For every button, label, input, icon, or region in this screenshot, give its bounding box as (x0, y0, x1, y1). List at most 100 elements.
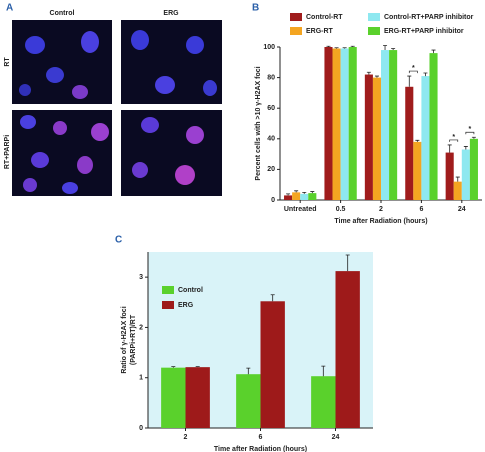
bar (389, 50, 398, 201)
x-tick-label: 2 (184, 434, 188, 441)
error-bar (334, 47, 339, 49)
legend-label: Control (178, 287, 203, 294)
bar (185, 367, 210, 428)
error-bar (415, 139, 420, 142)
row-label: RT (4, 57, 11, 67)
y-axis-label: Percent cells with >10 γ-H2AX foci (255, 66, 262, 180)
y-tick-label: 3 (139, 274, 143, 281)
error-bar (171, 366, 176, 368)
error-bar (286, 193, 291, 196)
bar (308, 193, 317, 200)
error-bar (310, 191, 315, 194)
error-bar (294, 190, 299, 193)
bar (429, 53, 438, 201)
bar (348, 47, 357, 200)
legend-swatch (290, 27, 302, 35)
row-label: RT+PARPi (4, 135, 11, 169)
panel-label: B (252, 3, 259, 14)
error-bar (423, 72, 428, 77)
bar (332, 48, 341, 200)
error-bar (431, 49, 436, 54)
y-axis-label: (PARPi+RT)/RT (130, 314, 137, 365)
legend-label: ERG (178, 302, 194, 309)
legend-label: ERG-RT (306, 28, 334, 35)
panel-label: C (115, 235, 122, 246)
bar (372, 77, 381, 200)
bar (300, 193, 309, 200)
bar (413, 141, 422, 200)
y-tick-label: 2 (139, 324, 143, 331)
column-label: ERG (163, 10, 179, 17)
bar (161, 367, 186, 428)
error-bar (374, 75, 379, 78)
error-bar (407, 75, 412, 87)
error-bar (447, 144, 452, 153)
error-bar (195, 366, 200, 368)
bar (421, 76, 430, 200)
x-tick-label: 2 (379, 206, 383, 213)
error-bar (321, 365, 326, 377)
error-bar (391, 48, 396, 51)
significance-bracket (465, 131, 475, 135)
bar (445, 152, 454, 200)
micrograph (12, 110, 112, 196)
legend-label: ERG-RT+PARP inhibitor (384, 28, 464, 35)
error-bar (350, 45, 355, 47)
significance-bracket (449, 139, 459, 142)
bar (335, 271, 360, 428)
legend-swatch (368, 13, 380, 21)
bar (340, 48, 349, 200)
micrograph (12, 20, 112, 104)
error-bar (455, 176, 460, 182)
error-bar (326, 45, 331, 47)
bar (381, 50, 390, 201)
error-bar (463, 146, 468, 150)
bar (453, 181, 462, 200)
bar (292, 192, 301, 200)
x-tick-label: 24 (458, 206, 466, 213)
y-axis-label: Ratio of γ-H2AX foci (121, 306, 128, 373)
x-axis-label: Time after Radiation (hours) (214, 446, 307, 452)
significance-bracket (408, 70, 418, 74)
error-bar (345, 254, 350, 272)
annotation: * (469, 126, 472, 133)
y-tick-label: 1 (139, 375, 143, 382)
x-tick-label: 6 (419, 206, 423, 213)
column-label: Control (50, 10, 75, 17)
error-bar (302, 191, 307, 194)
x-tick-label: 0.5 (336, 206, 346, 213)
panel-label: A (6, 3, 13, 14)
legend-label: Control-RT (306, 14, 343, 21)
bar (324, 47, 333, 200)
annotation: * (452, 134, 455, 141)
error-bar (342, 47, 347, 49)
micrograph (121, 110, 222, 196)
error-bar (270, 294, 275, 302)
error-bar (366, 71, 371, 75)
bar (284, 195, 293, 200)
y-tick-label: 40 (267, 136, 275, 143)
legend-swatch (162, 286, 174, 294)
y-tick-label: 0 (139, 425, 143, 432)
error-bar (471, 136, 476, 139)
bar (260, 301, 285, 428)
bar (236, 374, 261, 428)
bar (311, 376, 336, 428)
y-tick-label: 80 (267, 74, 275, 81)
x-axis-label: Time after Radiation (hours) (334, 218, 427, 225)
legend-swatch (368, 27, 380, 35)
bar (405, 86, 414, 200)
y-tick-label: 20 (267, 166, 275, 173)
legend-swatch (290, 13, 302, 21)
annotation: * (412, 65, 415, 72)
x-tick-label: 24 (332, 434, 340, 441)
micrograph (121, 20, 222, 104)
legend-swatch (162, 301, 174, 309)
error-bar (383, 45, 388, 51)
x-tick-label: Untreated (284, 206, 317, 213)
error-bar (246, 367, 251, 375)
legend-label: Control-RT+PARP inhibitor (384, 14, 474, 21)
x-tick-label: 6 (259, 434, 263, 441)
y-tick-label: 60 (267, 105, 275, 112)
